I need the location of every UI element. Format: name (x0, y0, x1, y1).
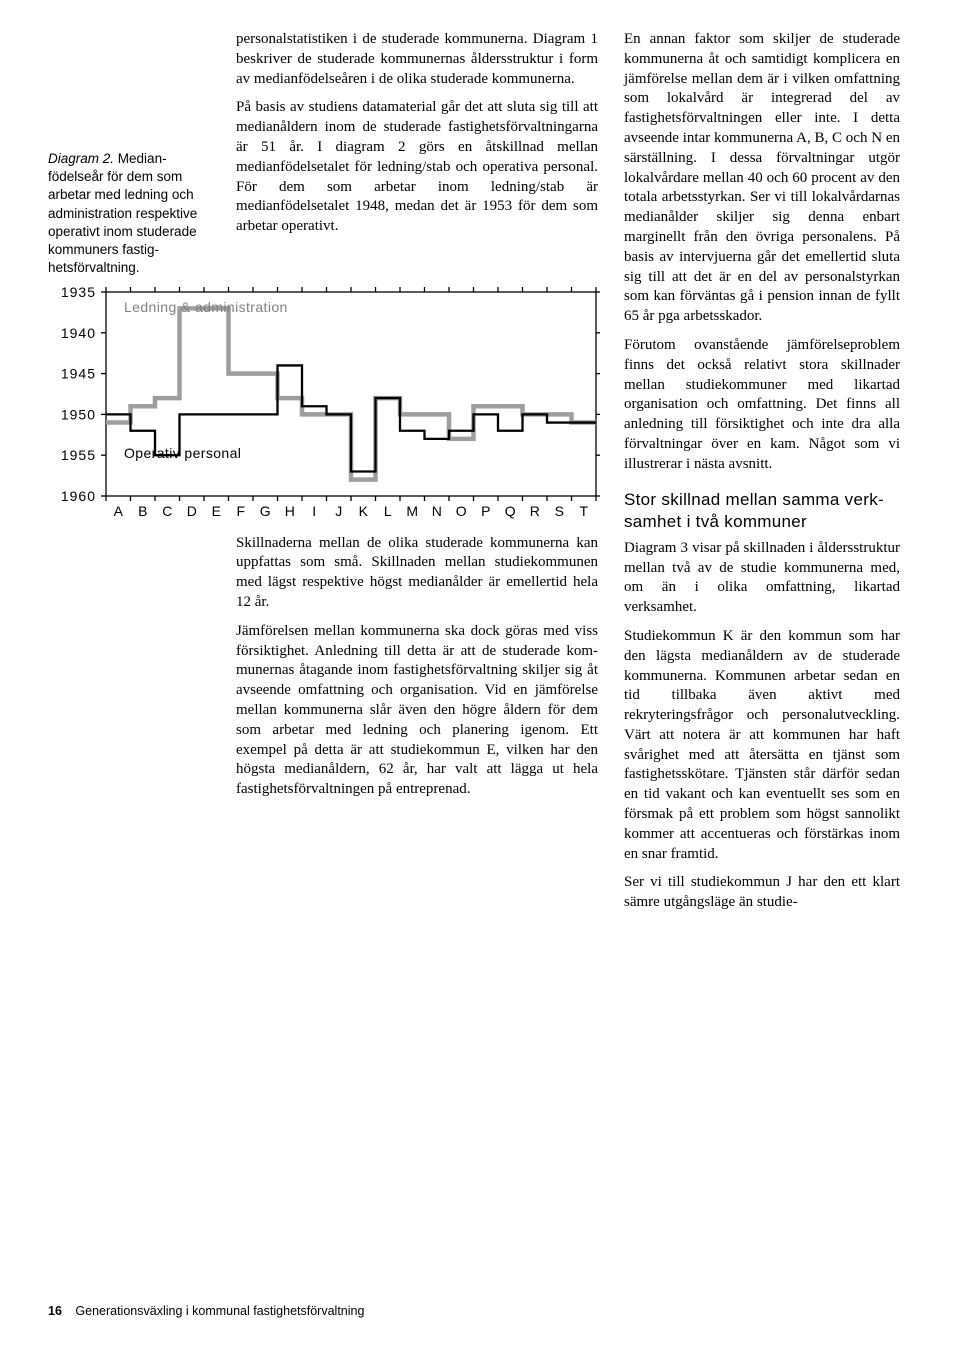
page: Diagram 2. Median­födelseår för dem som … (0, 0, 960, 1354)
caption-body: Median­födelseår för dem som arbetar med… (48, 151, 197, 275)
chart-svg: 1935 1940 1945 1950 1955 1960 ABCDEFGH I J KLMNOP… (48, 286, 600, 520)
upper-block: Diagram 2. Median­födelseår för dem som … (48, 30, 598, 278)
paragraph: Jämförelsen mellan kommunerna ska dock g… (236, 622, 598, 800)
left-column: Diagram 2. Median­födelseår för dem som … (48, 30, 598, 922)
svg-text:1960: 1960 (61, 488, 96, 504)
paragraph: Studiekommun K är den kommun som har den… (624, 627, 900, 865)
upper-text-block: personalstatistiken i de studerade kom­m… (236, 30, 598, 278)
svg-text:B: B (138, 503, 147, 519)
paragraph: Skillnaderna mellan de olika studerade k… (236, 534, 598, 613)
svg-text:G: G (260, 503, 271, 519)
svg-text:1950: 1950 (61, 406, 96, 422)
svg-text:E: E (212, 503, 221, 519)
svg-text:Operativ personal: Operativ personal (124, 445, 241, 461)
svg-text:I: I (312, 503, 316, 519)
page-number: 16 (48, 1304, 62, 1318)
svg-text:A: A (114, 503, 124, 519)
footer-title: Generationsväxling i kommunal fastighets… (75, 1304, 364, 1318)
page-footer: 16 Generationsväxling i kommunal fastigh… (48, 1304, 364, 1318)
paragraph: På basis av studiens datamaterial går de… (236, 98, 598, 237)
figure-caption: Diagram 2. Median­födelseår för dem som … (48, 30, 216, 278)
svg-text:C: C (162, 503, 172, 519)
svg-text:J: J (335, 503, 342, 519)
svg-text:Q: Q (505, 503, 516, 519)
svg-text:T: T (579, 503, 588, 519)
caption-title: Diagram 2. (48, 151, 114, 166)
svg-text:Ledning & administration: Ledning & administration (124, 299, 288, 315)
svg-text:1940: 1940 (61, 324, 96, 340)
svg-text:K: K (359, 503, 369, 519)
paragraph: Förutom ovanstående jämförelse­problem f… (624, 336, 900, 475)
svg-text:P: P (481, 503, 490, 519)
svg-text:N: N (432, 503, 442, 519)
paragraph: En annan faktor som skiljer de stude­rad… (624, 30, 900, 327)
svg-text:M: M (406, 503, 418, 519)
svg-text:F: F (236, 503, 245, 519)
svg-text:L: L (384, 503, 392, 519)
svg-text:R: R (530, 503, 540, 519)
svg-text:1935: 1935 (61, 286, 96, 300)
lower-text-block: Skillnaderna mellan de olika studerade k… (236, 534, 598, 800)
svg-text:O: O (456, 503, 467, 519)
svg-text:S: S (555, 503, 564, 519)
right-column: En annan faktor som skiljer de stude­rad… (624, 30, 900, 922)
diagram-2-chart: 1935 1940 1945 1950 1955 1960 ABCDEFGH I J KLMNOP… (48, 286, 598, 520)
section-heading: Stor skillnad mellan samma verk­samhet i… (624, 489, 900, 533)
svg-text:D: D (187, 503, 197, 519)
svg-text:1955: 1955 (61, 447, 96, 463)
svg-text:H: H (285, 503, 295, 519)
paragraph: personalstatistiken i de studerade kom­m… (236, 30, 598, 89)
svg-text:1945: 1945 (61, 365, 96, 381)
paragraph: Ser vi till studiekommun J har den ett k… (624, 873, 900, 913)
column-layout: Diagram 2. Median­födelseår för dem som … (48, 30, 912, 922)
paragraph: Diagram 3 visar på skillnaden i åldersst… (624, 539, 900, 618)
